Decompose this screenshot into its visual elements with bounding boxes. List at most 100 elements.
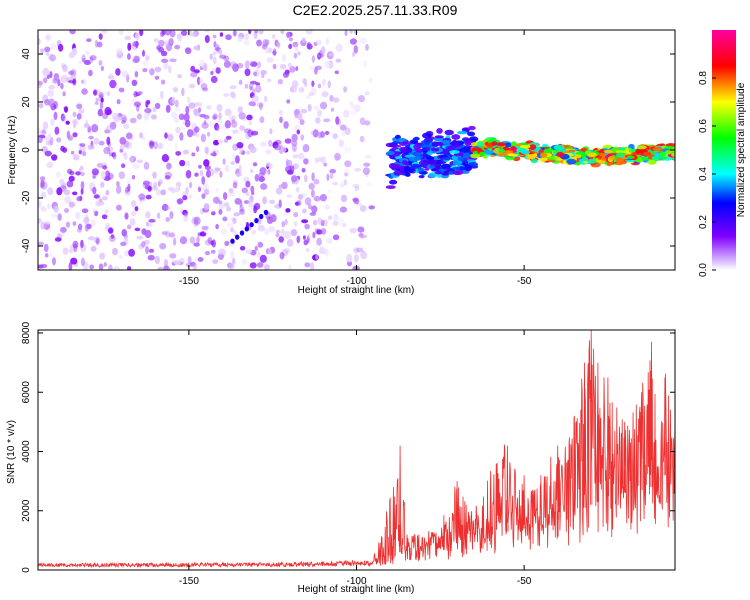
spectrogram-point (325, 248, 329, 257)
spectrogram-point (580, 147, 588, 152)
spectrogram-point (264, 228, 270, 236)
spectrogram-point (268, 225, 275, 233)
spectrogram-point (225, 34, 232, 41)
spectrogram-point (418, 160, 430, 166)
y-tick-label: 0 (21, 147, 32, 153)
spectrogram-point (118, 115, 122, 121)
spectrogram-point (292, 154, 300, 159)
spectrogram-point (81, 208, 89, 214)
spectrogram-point (238, 112, 246, 120)
spectrogram-point (88, 69, 93, 77)
spectrogram-point (302, 235, 306, 240)
spectrogram-point (169, 253, 177, 259)
spectrogram-point (47, 203, 51, 209)
spectrogram-point (203, 188, 210, 195)
spectrogram-point (251, 101, 256, 107)
spectrogram-point (278, 109, 283, 115)
spectrogram-point (128, 248, 136, 257)
spectrogram-point (101, 165, 107, 169)
spectrogram-point (548, 156, 556, 160)
spectrogram-point (615, 157, 625, 164)
spectrogram-point (130, 155, 134, 163)
spectrogram-point (302, 144, 310, 153)
spectrogram-point (341, 131, 346, 137)
spectrogram-point (643, 151, 652, 157)
spectrogram-point (278, 236, 285, 243)
spectrogram-point (211, 239, 216, 248)
spectrogram-point (124, 249, 129, 257)
spectrogram-point (248, 202, 254, 208)
spectrogram-point (339, 206, 347, 213)
spectrogram-point (174, 99, 179, 108)
spectrogram-point (386, 150, 395, 156)
spectrogram-point (260, 141, 267, 147)
spectrogram-point (93, 90, 97, 95)
spectrogram-point (272, 63, 277, 70)
spectrogram-point (237, 106, 243, 114)
spectrogram-point (287, 62, 292, 68)
spectrogram-point (201, 176, 206, 185)
spectrogram-point (95, 200, 103, 207)
spectrogram-point (78, 108, 85, 114)
spectrogram-point (238, 79, 243, 85)
spectrogram-point (147, 254, 155, 261)
spectrogram-point (170, 187, 177, 194)
spectrogram-point (404, 172, 411, 177)
spectrogram-point (153, 38, 159, 43)
spectrogram-point (99, 101, 104, 110)
spectrogram-point (193, 108, 199, 114)
spectrogram-point (136, 235, 144, 240)
spectrogram-point (215, 223, 219, 230)
spectrogram-point (83, 123, 90, 128)
spectrogram-point (615, 150, 625, 154)
spectrogram-point (365, 172, 369, 178)
spectrogram-point (286, 194, 293, 199)
spectrogram-point (122, 152, 127, 157)
spectrogram-point (46, 161, 54, 169)
spectrogram-point (556, 151, 564, 158)
spectrogram-point (214, 167, 219, 174)
colorbar-tick-label: 0.2 (698, 215, 709, 229)
spectrogram-point (92, 139, 100, 145)
spectrogram-point (354, 185, 360, 192)
spectrogram-point (169, 211, 174, 220)
spectrogram-point (68, 175, 75, 182)
spectrogram-point (40, 191, 47, 199)
spectrogram-point (317, 83, 322, 89)
spectrogram-point (232, 152, 236, 162)
spectrogram-point (188, 102, 196, 109)
spectrogram-point (223, 202, 230, 208)
spectrogram-point (636, 145, 647, 150)
spectrogram-point (79, 195, 83, 202)
spectrogram-point (95, 237, 100, 245)
spectrogram-point (293, 221, 298, 227)
spectrogram-point (226, 222, 234, 228)
spectrogram-point (272, 48, 277, 57)
spectrogram-point (299, 119, 305, 126)
spectrogram-x-label: Height of straight line (km) (298, 285, 415, 296)
spectrogram-point (256, 61, 262, 69)
spectrogram-point (161, 203, 169, 212)
spectrogram-point (440, 163, 451, 170)
spectrogram-point (119, 137, 126, 145)
spectrogram-point (230, 161, 236, 165)
spectrogram-point (48, 84, 56, 90)
spectrogram-point (340, 182, 344, 188)
spectrogram-point (68, 262, 73, 270)
spectrogram-point (278, 199, 282, 208)
spectrogram-point (575, 154, 582, 159)
spectrogram-point (176, 198, 184, 205)
spectrogram-point (168, 232, 175, 238)
spectrogram-point (428, 172, 437, 178)
spectrogram-point (279, 252, 285, 260)
spectrogram-point (105, 189, 110, 196)
spectrogram-point (344, 30, 348, 36)
spectrogram-point (198, 101, 203, 108)
spectrogram-line-point (244, 226, 249, 232)
spectrogram-point (224, 120, 232, 129)
spectrogram-point (284, 69, 290, 75)
spectrogram-point (342, 222, 347, 228)
spectrogram-point (311, 189, 315, 198)
spectrogram-point (57, 213, 62, 221)
spectrogram-point (53, 111, 58, 121)
